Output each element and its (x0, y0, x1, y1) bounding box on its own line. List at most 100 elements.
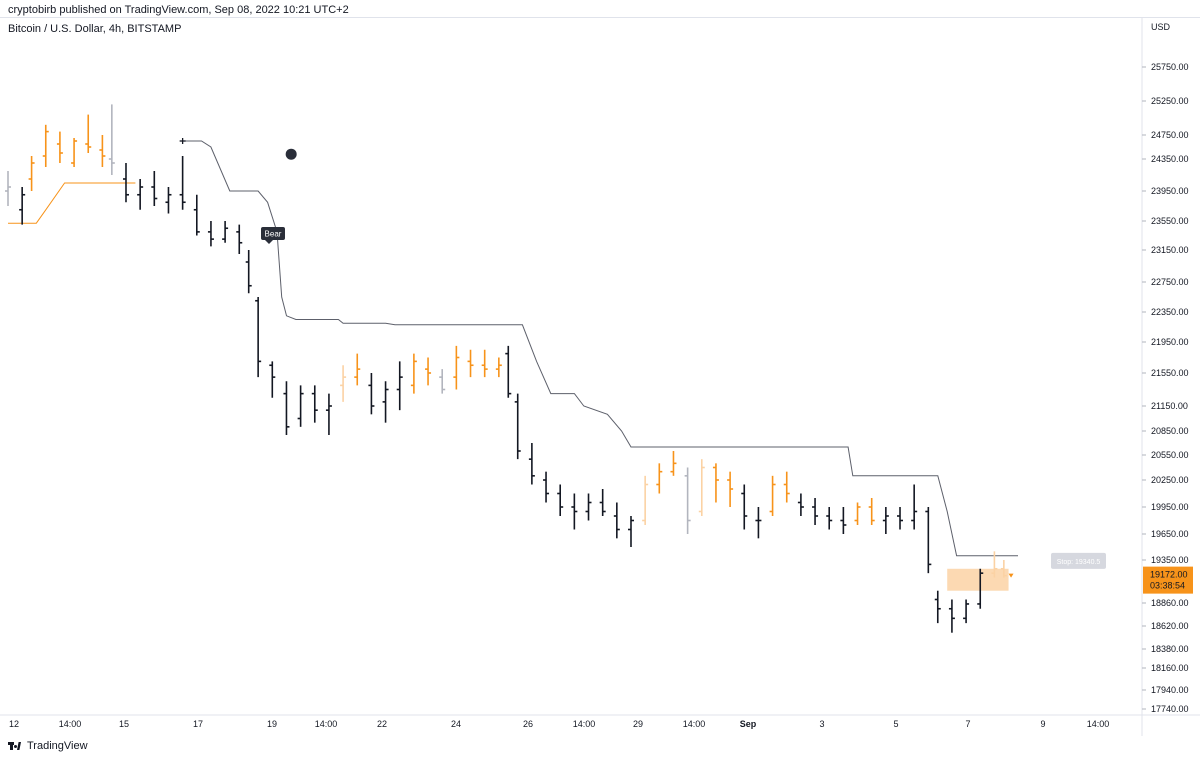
ohlc-bar[interactable] (868, 498, 875, 525)
ohlc-bar[interactable] (236, 224, 243, 254)
ohlc-bar[interactable] (354, 353, 361, 386)
price-tick-label: 25750.00 (1151, 62, 1189, 72)
time-tick-label: 14:00 (315, 719, 338, 729)
ohlc-bar[interactable] (783, 471, 790, 503)
price-tick-label: 21150.00 (1151, 401, 1188, 411)
ohlc-bar[interactable] (245, 250, 252, 294)
ohlc-bar[interactable] (741, 484, 748, 530)
ohlc-bar[interactable] (977, 568, 984, 609)
price-tick-label: 18380.00 (1151, 644, 1189, 654)
price-tick-label: 18860.00 (1151, 598, 1189, 608)
ohlc-bar[interactable] (854, 502, 861, 526)
price-tick-label: 24350.00 (1151, 154, 1189, 164)
ohlc-bar[interactable] (85, 114, 92, 153)
ohlc-bar[interactable] (179, 156, 186, 210)
price-axis[interactable]: 25750.00 25250.00 24750.00 24350.00 23950.00… (1142, 62, 1189, 714)
ohlc-bar[interactable] (108, 104, 115, 175)
ohlc-bar[interactable] (222, 221, 229, 243)
ohlc-bar[interactable] (656, 463, 663, 494)
ohlc-bar[interactable] (797, 493, 804, 517)
ohlc-bar[interactable] (453, 345, 460, 390)
ohlc-bar[interactable] (495, 357, 502, 378)
ohlc-bar[interactable] (585, 493, 592, 521)
ohlc-bar[interactable] (727, 471, 734, 507)
ohlc-bar[interactable] (505, 345, 512, 398)
ohlc-bar[interactable] (897, 507, 904, 530)
ohlc-bar[interactable] (340, 365, 347, 402)
symbol-legend: Bitcoin / U.S. Dollar, 4h, BITSTAMP (8, 23, 182, 35)
currency-label: USD (1151, 22, 1171, 32)
bear-signal-label[interactable]: Bear (261, 227, 285, 244)
ohlc-bar[interactable] (439, 369, 446, 394)
ohlc-bar[interactable] (571, 493, 578, 530)
bear-label-box (261, 227, 285, 240)
ohlc-bar[interactable] (396, 361, 403, 411)
ohlc-bar[interactable] (28, 156, 35, 191)
price-tick-label: 22350.00 (1151, 307, 1189, 317)
ohlc-bar[interactable] (255, 297, 262, 378)
ohlc-bar[interactable] (840, 507, 847, 534)
ohlc-bar[interactable] (193, 194, 200, 236)
ohlc-bar[interactable] (642, 475, 649, 525)
ohlc-bar[interactable] (712, 463, 719, 503)
ohlc-bar[interactable] (684, 467, 691, 535)
ohlc-bar[interactable] (812, 498, 819, 525)
ohlc-bar[interactable] (19, 187, 26, 225)
ohlc-bar[interactable] (557, 484, 564, 517)
ohlc-bar[interactable] (528, 443, 535, 485)
ohlc-bar[interactable] (297, 385, 304, 427)
ohlc-bar[interactable] (882, 507, 889, 534)
ohlc-bar[interactable] (311, 385, 318, 423)
ohlc-bar[interactable] (5, 171, 11, 206)
time-axis[interactable]: 12 14:00 15 17 19 14:00 22 24 26 14:00 29 14:00 Sep 3… (9, 719, 1109, 729)
ohlc-bar[interactable] (56, 131, 63, 163)
ohlc-bar[interactable] (698, 459, 705, 516)
ohlc-bar[interactable] (627, 516, 634, 547)
ohlc-bar[interactable] (137, 179, 144, 210)
ohlc-bar[interactable] (925, 507, 932, 574)
ohlc-bar[interactable] (122, 163, 129, 203)
ohlc-bar[interactable] (71, 138, 78, 167)
ohlc-bar[interactable] (599, 489, 606, 516)
ohlc-bar[interactable] (934, 590, 941, 624)
ohlc-bar[interactable] (670, 451, 677, 476)
ohlc-bar[interactable] (543, 471, 550, 503)
ohlc-bar[interactable] (42, 124, 49, 167)
ohlc-bar[interactable] (467, 349, 474, 378)
time-tick-label: 14:00 (573, 719, 596, 729)
price-tick-label: 20550.00 (1151, 450, 1189, 460)
ohlc-bar[interactable] (514, 393, 521, 460)
ohlc-bar[interactable] (325, 393, 332, 435)
ohlc-bar[interactable] (165, 187, 172, 214)
footer-brand: TradingView (0, 735, 1200, 757)
chart-frame[interactable]: 25750.00 25250.00 24750.00 24350.00 23950.00… (0, 17, 1200, 736)
price-tick-label: 18160.00 (1151, 663, 1189, 673)
time-tick-label: 5 (893, 719, 898, 729)
price-chart[interactable]: 25750.00 25250.00 24750.00 24350.00 23950.00… (0, 18, 1200, 736)
ohlc-bar[interactable] (613, 502, 620, 539)
ohlc-bar[interactable] (99, 135, 106, 167)
ohlc-bars[interactable] (5, 104, 1007, 633)
ohlc-bar[interactable] (948, 599, 955, 633)
ohlc-bar[interactable] (755, 507, 762, 539)
ohlc-bar[interactable] (991, 551, 998, 578)
ohlc-bar[interactable] (826, 507, 833, 530)
ohlc-bar[interactable] (269, 361, 276, 398)
price-tick-label: 23950.00 (1151, 186, 1189, 196)
stop-price-label[interactable]: Stop: 19340.5 (1051, 552, 1106, 569)
ohlc-bar[interactable] (368, 373, 375, 415)
ohlc-bar[interactable] (1000, 560, 1007, 578)
price-tick-label: 17940.00 (1151, 685, 1189, 695)
ohlc-bar[interactable] (382, 381, 389, 423)
ohlc-bar[interactable] (481, 349, 488, 378)
ohlc-bar[interactable] (207, 221, 214, 247)
ohlc-bar[interactable] (283, 381, 290, 435)
ohlc-bar[interactable] (151, 171, 158, 206)
time-tick-label: 29 (633, 719, 643, 729)
ohlc-bar[interactable] (769, 475, 776, 516)
ohlc-bar[interactable] (963, 599, 970, 624)
ohlc-bar[interactable] (425, 357, 432, 386)
ohlc-bar[interactable] (410, 353, 417, 394)
ohlc-bar[interactable] (911, 484, 918, 530)
